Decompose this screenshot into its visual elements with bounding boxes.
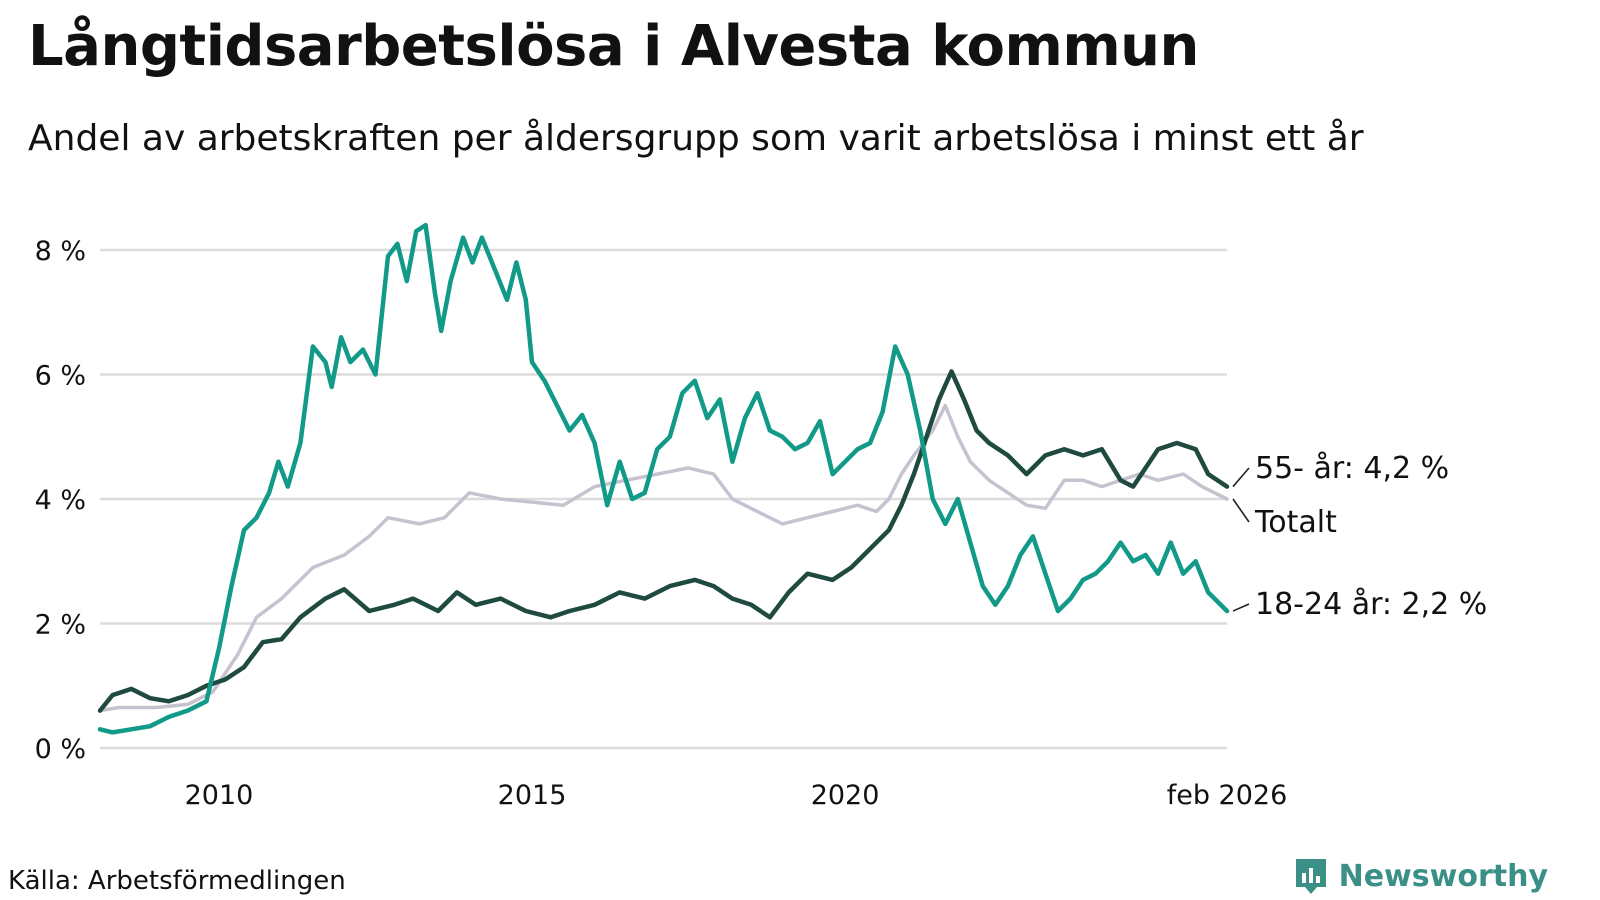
x-axis-ticks: 2010 2015 2020 feb 2026 — [185, 780, 1288, 811]
newsworthy-logo-icon — [1295, 859, 1326, 894]
end-label-senior: 55- år: 4,2 % — [1255, 451, 1449, 486]
leader-line-youth — [1232, 603, 1250, 612]
gridlines — [100, 248, 1227, 750]
series-line-senior — [97, 369, 1230, 713]
source-note: Källa: Arbetsförmedlingen — [8, 866, 346, 896]
end-label-total: Totalt — [1254, 505, 1337, 540]
brand-logo: Newsworthy — [1293, 856, 1548, 896]
x-tick-label: 2010 — [185, 780, 254, 811]
series-line-total — [98, 403, 1229, 713]
chart-title: Långtidsarbetslösa i Alvesta kommun — [28, 14, 1199, 79]
y-tick-label: 2 % — [35, 610, 86, 641]
y-tick-label: 8 % — [35, 236, 86, 267]
end-labels: 55- år: 4,2 % Totalt 18-24 år: 2,2 % — [1232, 451, 1487, 622]
series-line-youth — [97, 222, 1230, 735]
chart-subtitle: Andel av arbetskraften per åldersgrupp s… — [28, 118, 1364, 159]
y-tick-label: 6 % — [35, 361, 86, 392]
leader-line-total — [1232, 498, 1250, 523]
brand-name: Newsworthy — [1338, 858, 1548, 894]
line-chart: 0 % 2 % 4 % 6 % 8 % 2010 2015 2020 feb 2026 55-… — [35, 222, 1487, 811]
y-axis-ticks: 0 % 2 % 4 % 6 % 8 % — [35, 236, 86, 765]
series-lines — [97, 222, 1230, 735]
y-tick-label: 4 % — [35, 485, 86, 516]
leader-line-senior — [1232, 467, 1250, 488]
x-tick-label: 2015 — [498, 780, 567, 811]
end-label-youth: 18-24 år: 2,2 % — [1255, 587, 1487, 622]
x-tick-label: feb 2026 — [1167, 780, 1288, 811]
y-tick-label: 0 % — [35, 734, 86, 765]
x-tick-label: 2020 — [811, 780, 880, 811]
